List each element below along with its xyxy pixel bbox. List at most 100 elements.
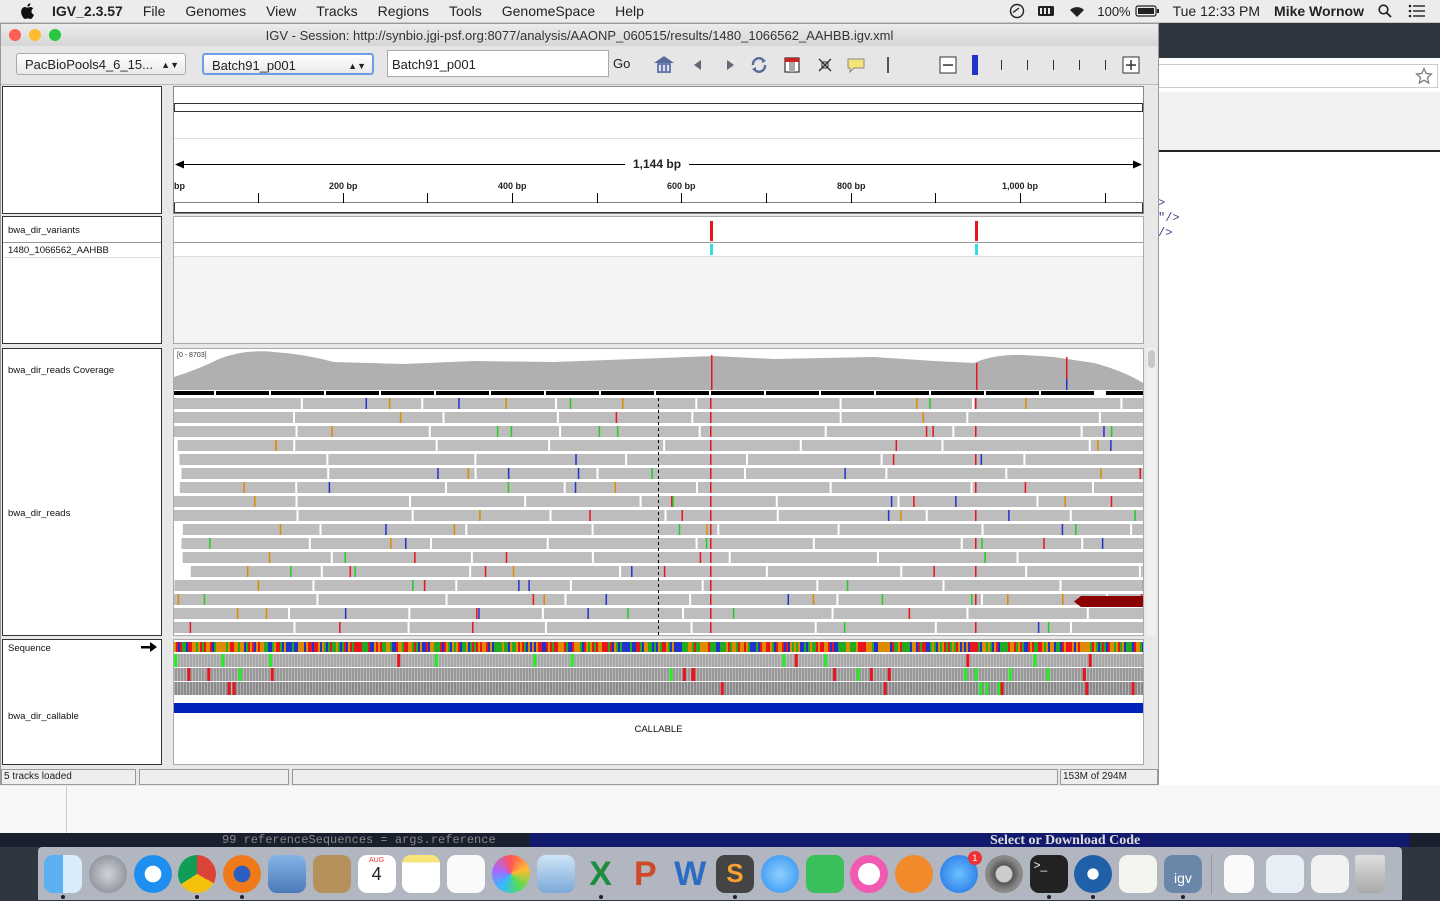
read-alignment[interactable] (1132, 524, 1143, 535)
chromosome-select[interactable]: Batch91_p001▲▼ (202, 53, 374, 75)
textedit-icon[interactable] (1119, 855, 1157, 893)
menu-regions[interactable]: Regions (378, 3, 429, 19)
read-alignment[interactable] (473, 552, 592, 563)
read-alignment[interactable] (471, 566, 619, 577)
genotype-marker[interactable] (975, 244, 978, 255)
read-alignment[interactable] (973, 482, 1092, 493)
sequence-track[interactable] (174, 642, 1143, 698)
read-alignment[interactable] (802, 440, 942, 451)
read-alignment[interactable] (1007, 468, 1143, 479)
zoom-out-icon[interactable] (939, 56, 957, 74)
read-alignment[interactable] (1083, 538, 1143, 549)
app-menu[interactable]: IGV_2.3.57 (52, 3, 123, 19)
itunes-icon[interactable] (850, 855, 888, 893)
track-name-callable[interactable]: bwa_dir_callable (8, 711, 79, 722)
read-alignment[interactable] (566, 482, 696, 493)
read-alignment[interactable] (323, 566, 469, 577)
read-alignment[interactable] (621, 566, 766, 577)
read-alignment[interactable] (295, 622, 407, 633)
read-alignment[interactable] (943, 440, 1088, 451)
read-alignment[interactable] (834, 608, 967, 619)
read-alignment[interactable] (181, 538, 308, 549)
sublime-icon[interactable]: S (716, 855, 754, 893)
read-alignment[interactable] (174, 510, 297, 521)
read-alignment[interactable] (928, 510, 1070, 521)
read-alignment[interactable] (410, 622, 545, 633)
coverage-track[interactable] (174, 349, 1143, 391)
region-of-interest-icon[interactable] (783, 56, 801, 74)
battery-icon[interactable] (1135, 5, 1159, 17)
read-alignment[interactable] (178, 440, 294, 451)
read-alignment[interactable] (445, 412, 557, 423)
home-icon[interactable] (653, 54, 675, 74)
read-alignment[interactable] (526, 496, 639, 507)
read-alignment[interactable] (290, 608, 408, 619)
read-alignment[interactable] (183, 552, 331, 563)
strand-arrow-icon[interactable] (141, 642, 157, 652)
track-name-sample[interactable]: 1480_1066562_AAHBB (8, 245, 109, 256)
reminders-icon[interactable] (447, 855, 485, 893)
star-icon[interactable] (1415, 67, 1433, 85)
read-alignment[interactable] (174, 412, 293, 423)
chrome-doc-icon[interactable] (1311, 855, 1349, 893)
read-alignment[interactable] (968, 608, 1086, 619)
translation-frame[interactable] (174, 668, 1143, 681)
document-icon[interactable] (1224, 855, 1254, 893)
read-alignment[interactable] (1062, 580, 1143, 591)
refresh-icon[interactable] (749, 55, 769, 75)
read-alignment[interactable] (414, 510, 550, 521)
read-alignment[interactable] (174, 496, 295, 507)
read-alignment[interactable] (183, 524, 320, 535)
read-alignment[interactable] (477, 468, 597, 479)
read-alignment[interactable] (748, 454, 881, 465)
genotype-marker[interactable] (710, 244, 713, 255)
track-name-coverage[interactable]: bwa_dir_reads Coverage (8, 365, 114, 376)
read-alignment[interactable] (1027, 566, 1139, 577)
read-alignment[interactable] (1094, 482, 1143, 493)
read-alignment[interactable] (328, 454, 474, 465)
scrollbar-thumb[interactable] (1148, 350, 1155, 368)
menu-tools[interactable]: Tools (449, 3, 482, 19)
igv-icon[interactable]: igv (1164, 855, 1202, 893)
read-alignment[interactable] (180, 482, 295, 493)
browser-address-bar[interactable] (1158, 64, 1438, 88)
ibooks-icon[interactable] (895, 855, 933, 893)
read-alignment[interactable] (697, 398, 839, 409)
read-alignment[interactable] (693, 412, 839, 423)
read-alignment[interactable] (174, 608, 288, 619)
track-name-sequence[interactable]: Sequence (8, 643, 51, 654)
user-name[interactable]: Mike Wornow (1274, 3, 1364, 19)
read-alignment[interactable] (311, 538, 430, 549)
read-alignment[interactable] (1122, 398, 1143, 409)
feature-panel[interactable]: CALLABLE (173, 639, 1144, 765)
track-name-variants[interactable]: bwa_dir_variants (8, 225, 80, 236)
read-alignment[interactable] (900, 496, 1037, 507)
sourcetree-icon[interactable] (1074, 855, 1112, 893)
read-alignment[interactable] (937, 622, 1070, 633)
read-alignment[interactable] (447, 482, 564, 493)
read-alignment[interactable] (1072, 510, 1143, 521)
read-alignment[interactable] (778, 496, 898, 507)
callable-feature[interactable] (174, 703, 1143, 713)
read-alignment[interactable] (883, 454, 1024, 465)
read-alignment[interactable] (594, 552, 729, 563)
safari-icon[interactable] (134, 855, 172, 893)
read-alignment[interactable] (827, 426, 953, 437)
translation-frame[interactable] (174, 654, 1143, 667)
read-alignment[interactable] (842, 412, 967, 423)
finder-icon[interactable] (44, 855, 82, 893)
appstore-icon[interactable]: 1 (940, 855, 978, 893)
read-alignment[interactable] (598, 468, 743, 479)
ruler-panel[interactable]: 1,144 bp bp 200 bp 400 bp 600 bp 800 bp … (173, 86, 1144, 214)
read-alignment[interactable] (295, 412, 442, 423)
read-alignment[interactable] (174, 426, 296, 437)
read-alignment[interactable] (467, 524, 591, 535)
read-alignment[interactable] (768, 566, 900, 577)
calendar-icon[interactable]: AUG 4 (358, 855, 396, 893)
variant-marker[interactable] (710, 221, 713, 241)
read-alignment[interactable] (818, 580, 942, 591)
sync-icon[interactable] (1009, 3, 1025, 19)
read-alignment[interactable] (963, 538, 1081, 549)
read-alignment[interactable] (297, 496, 408, 507)
read-alignment[interactable] (550, 440, 663, 451)
